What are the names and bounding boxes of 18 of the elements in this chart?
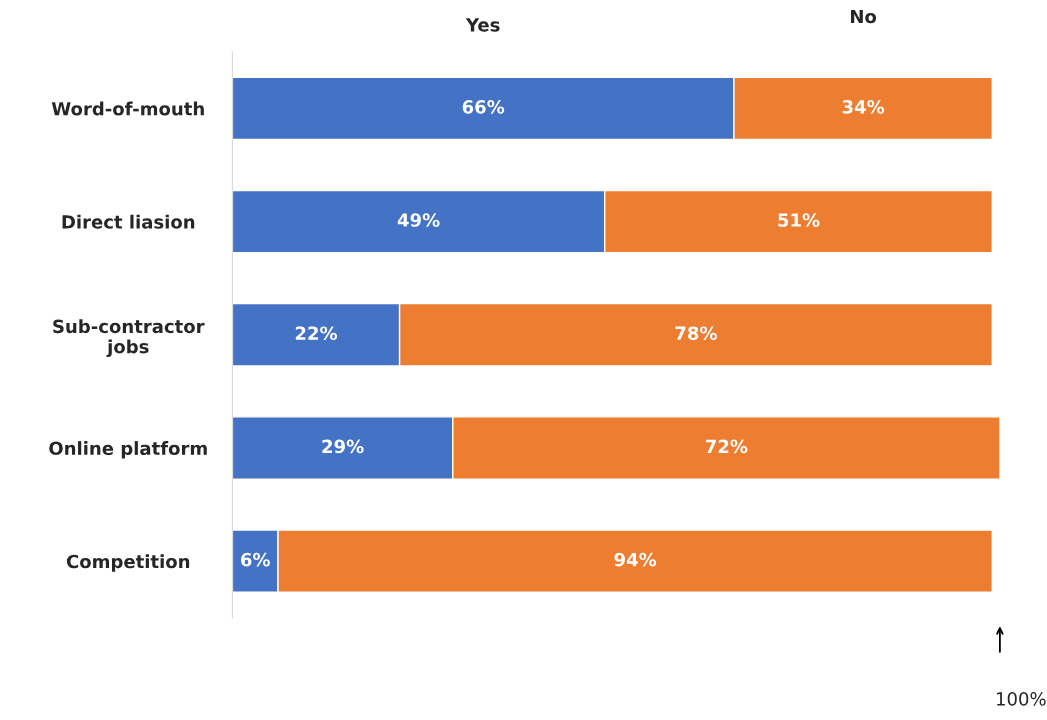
y-tick-label: Sub-contractor jobs [53, 319, 205, 358]
text: 100% [997, 692, 1046, 706]
y-tick-label: Online platform [49, 441, 207, 459]
y-tick-label: Competition [66, 554, 190, 572]
data-label: 49% [397, 213, 440, 227]
text: Yes [465, 18, 500, 32]
data-label: 78% [675, 326, 717, 341]
y-tick-label: Word-of-mouth [51, 101, 204, 116]
data-label: 51% [778, 213, 820, 227]
data-label: 29% [322, 439, 364, 454]
data-label: 72% [705, 439, 748, 454]
data-label: 22% [295, 326, 338, 341]
y-tick-label: Direct liasion [62, 214, 195, 229]
data-label: 94% [614, 552, 657, 567]
data-label: 6% [241, 552, 270, 567]
data-label: 66% [462, 100, 505, 114]
text: No [851, 9, 877, 24]
data-label: 34% [842, 100, 885, 114]
